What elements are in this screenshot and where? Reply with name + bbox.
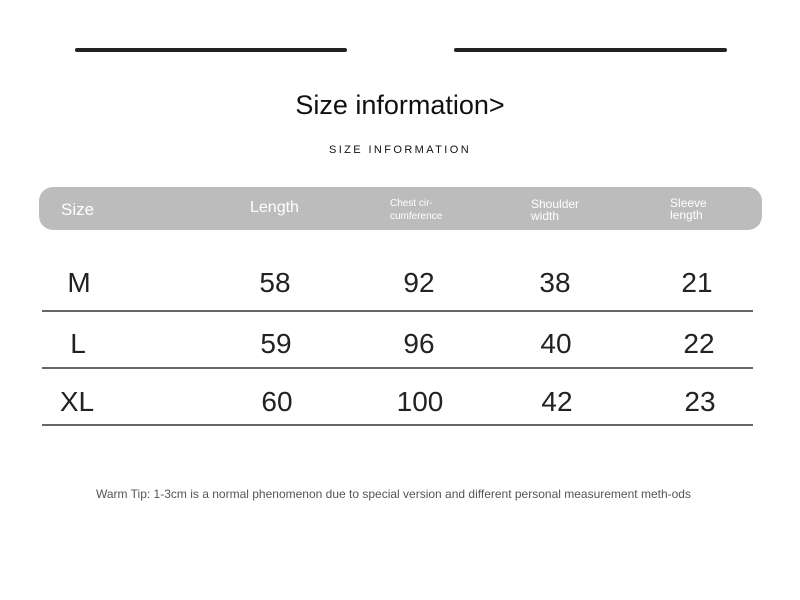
header-length: Length [250, 199, 299, 216]
cell: 22 [683, 328, 715, 359]
cell: 60 [261, 386, 293, 417]
cell: 23 [684, 386, 716, 417]
cell: 100 [396, 386, 444, 417]
header-sleeve: Sleeve length [670, 196, 707, 222]
cell: 59 [260, 328, 292, 359]
cell: M [67, 267, 91, 298]
cell: XL [59, 386, 95, 417]
table-row: L 59 96 40 22 [42, 310, 753, 369]
table-row: XL 60 100 42 23 [42, 367, 753, 426]
cell: 40 [540, 328, 572, 359]
cell: 96 [403, 328, 435, 359]
cell: 38 [539, 267, 571, 298]
page-title: Size information> [295, 90, 505, 120]
header-shoulder: Shoulder width [531, 197, 580, 223]
decorative-bar-right [454, 48, 727, 52]
table-row: M 58 92 38 21 [42, 253, 753, 312]
table-header: Size Length Chest cir- cumference Should… [39, 187, 762, 230]
warm-tip: Warm Tip: 1-3cm is a normal phenomenon d… [96, 487, 691, 501]
cell: L [70, 328, 86, 359]
cell: 42 [541, 386, 573, 417]
header-chest: Chest cir- cumference [390, 198, 443, 222]
decorative-bar-left [75, 48, 347, 52]
header-size: Size [61, 200, 95, 219]
page-subtitle: SIZE INFORMATION [328, 144, 472, 156]
cell: 58 [259, 267, 291, 298]
cell: 92 [403, 267, 435, 298]
cell: 21 [681, 267, 713, 298]
